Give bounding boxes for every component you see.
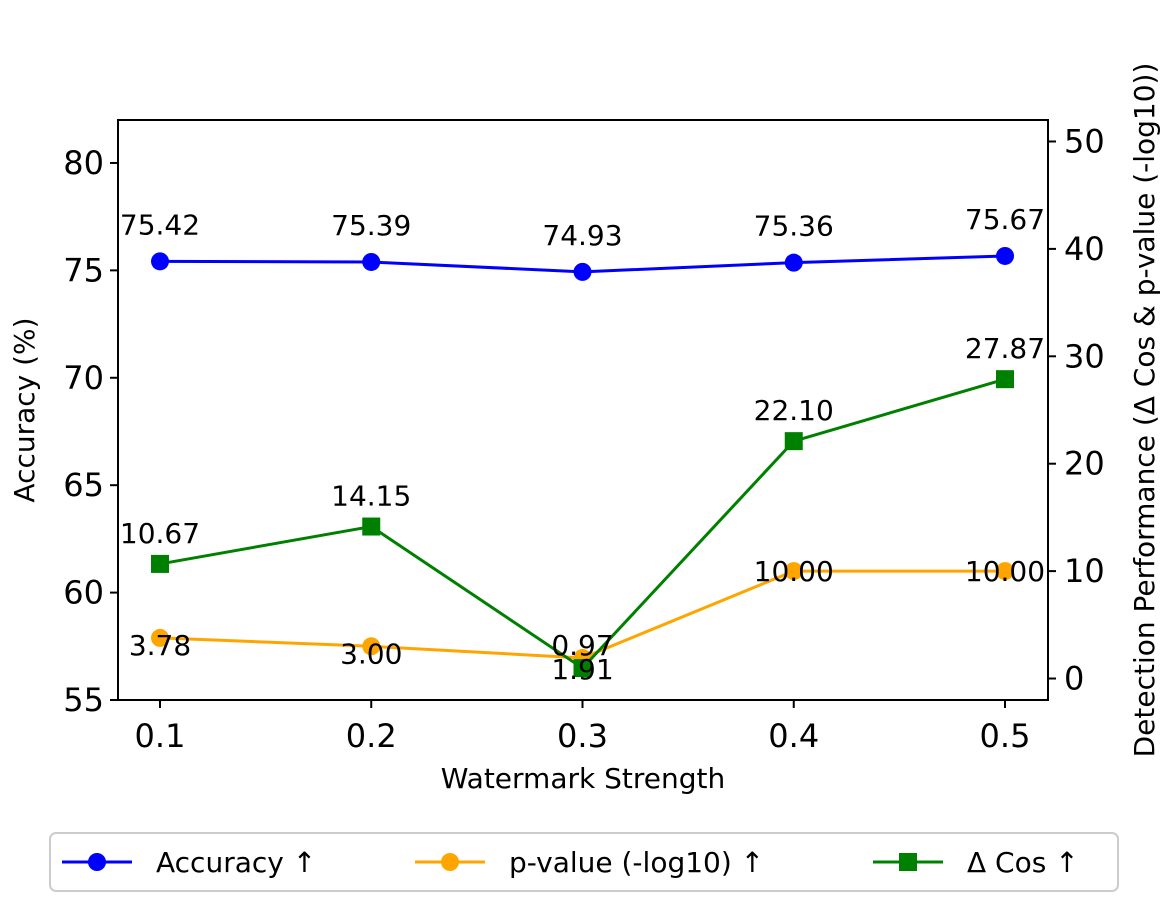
- data-label: 22.10: [754, 394, 834, 427]
- legend: Accuracy ↑ p-value (-log10) ↑ Δ Cos ↑: [49, 832, 1119, 892]
- legend-label: Accuracy ↑: [156, 846, 316, 879]
- data-label: 10.67: [120, 517, 200, 550]
- data-point-circle: [362, 637, 381, 656]
- y-left-tick-label: 65: [63, 466, 104, 504]
- y-left-tick-label: 60: [63, 574, 104, 612]
- data-label: 75.42: [120, 208, 200, 241]
- x-axis-label: Watermark Strength: [441, 762, 725, 795]
- series-group: [151, 246, 1014, 678]
- axes-group: 0.1 0.2 0.3 0.4 0.5 55 60 65 70 75 80 0 10 20 30 40 50 Wa…: [8, 63, 1161, 795]
- data-labels-group: 75.42 75.39 74.93 75.36 75.67 3.78 3.00 1.91 10.…: [120, 203, 1045, 686]
- data-point-circle: [784, 253, 803, 272]
- data-label: 0.97: [551, 629, 613, 662]
- y-right-tick-label: 40: [1064, 230, 1105, 268]
- y-right-tick-label: 50: [1064, 122, 1105, 160]
- data-label: 75.67: [965, 203, 1045, 236]
- y-left-tick-label: 80: [63, 144, 104, 182]
- x-tick-label: 0.5: [980, 717, 1031, 755]
- data-label: 75.36: [754, 210, 834, 243]
- legend-label: Δ Cos ↑: [967, 846, 1079, 879]
- data-point-square: [784, 432, 803, 451]
- data-label: 3.00: [340, 637, 402, 670]
- legend-marker-circle: [441, 853, 459, 871]
- data-point-circle: [362, 252, 381, 271]
- data-point-square: [573, 659, 592, 678]
- y-left-tick-label: 75: [63, 251, 104, 289]
- series-line: [159, 377, 1006, 671]
- data-point-circle: [996, 562, 1014, 581]
- legend-frame: [49, 832, 1119, 892]
- data-point-circle: [151, 252, 169, 271]
- data-label: 1.91: [551, 653, 613, 686]
- data-label: 10.00: [754, 555, 834, 588]
- legend-marker-square: [899, 853, 917, 871]
- x-tick-label: 0.2: [346, 717, 397, 755]
- y-right-tick-label: 10: [1064, 552, 1105, 590]
- data-point-square: [151, 554, 169, 573]
- y-right-tick-label: 20: [1064, 445, 1105, 483]
- legend-label: p-value (-log10) ↑: [509, 846, 764, 879]
- data-label: 74.93: [542, 219, 622, 252]
- data-point-circle: [996, 246, 1014, 265]
- legend-marker-circle: [88, 853, 106, 871]
- data-point-circle: [573, 262, 592, 281]
- data-point-circle: [151, 628, 169, 647]
- data-label: 27.87: [965, 332, 1045, 365]
- data-point-square: [996, 370, 1014, 389]
- data-label: 75.39: [331, 209, 411, 242]
- data-label: 3.78: [129, 629, 191, 662]
- data-label: 10.00: [965, 555, 1045, 588]
- data-label: 14.15: [331, 480, 411, 513]
- y-right-tick-label: 0: [1064, 660, 1084, 698]
- y-right-tick-label: 30: [1064, 337, 1105, 375]
- y-right-axis-label: Detection Performance (Δ Cos & p-value (…: [1128, 63, 1161, 758]
- data-point-circle: [784, 562, 803, 581]
- x-tick-label: 0.1: [135, 717, 186, 755]
- plot-area-frame: [117, 119, 1049, 701]
- x-tick-label: 0.4: [768, 717, 819, 755]
- x-tick-label: 0.3: [557, 717, 608, 755]
- y-left-axis-label: Accuracy (%): [8, 317, 41, 502]
- data-point-square: [362, 517, 381, 536]
- y-left-tick-label: 70: [63, 359, 104, 397]
- y-left-tick-label: 55: [63, 681, 104, 719]
